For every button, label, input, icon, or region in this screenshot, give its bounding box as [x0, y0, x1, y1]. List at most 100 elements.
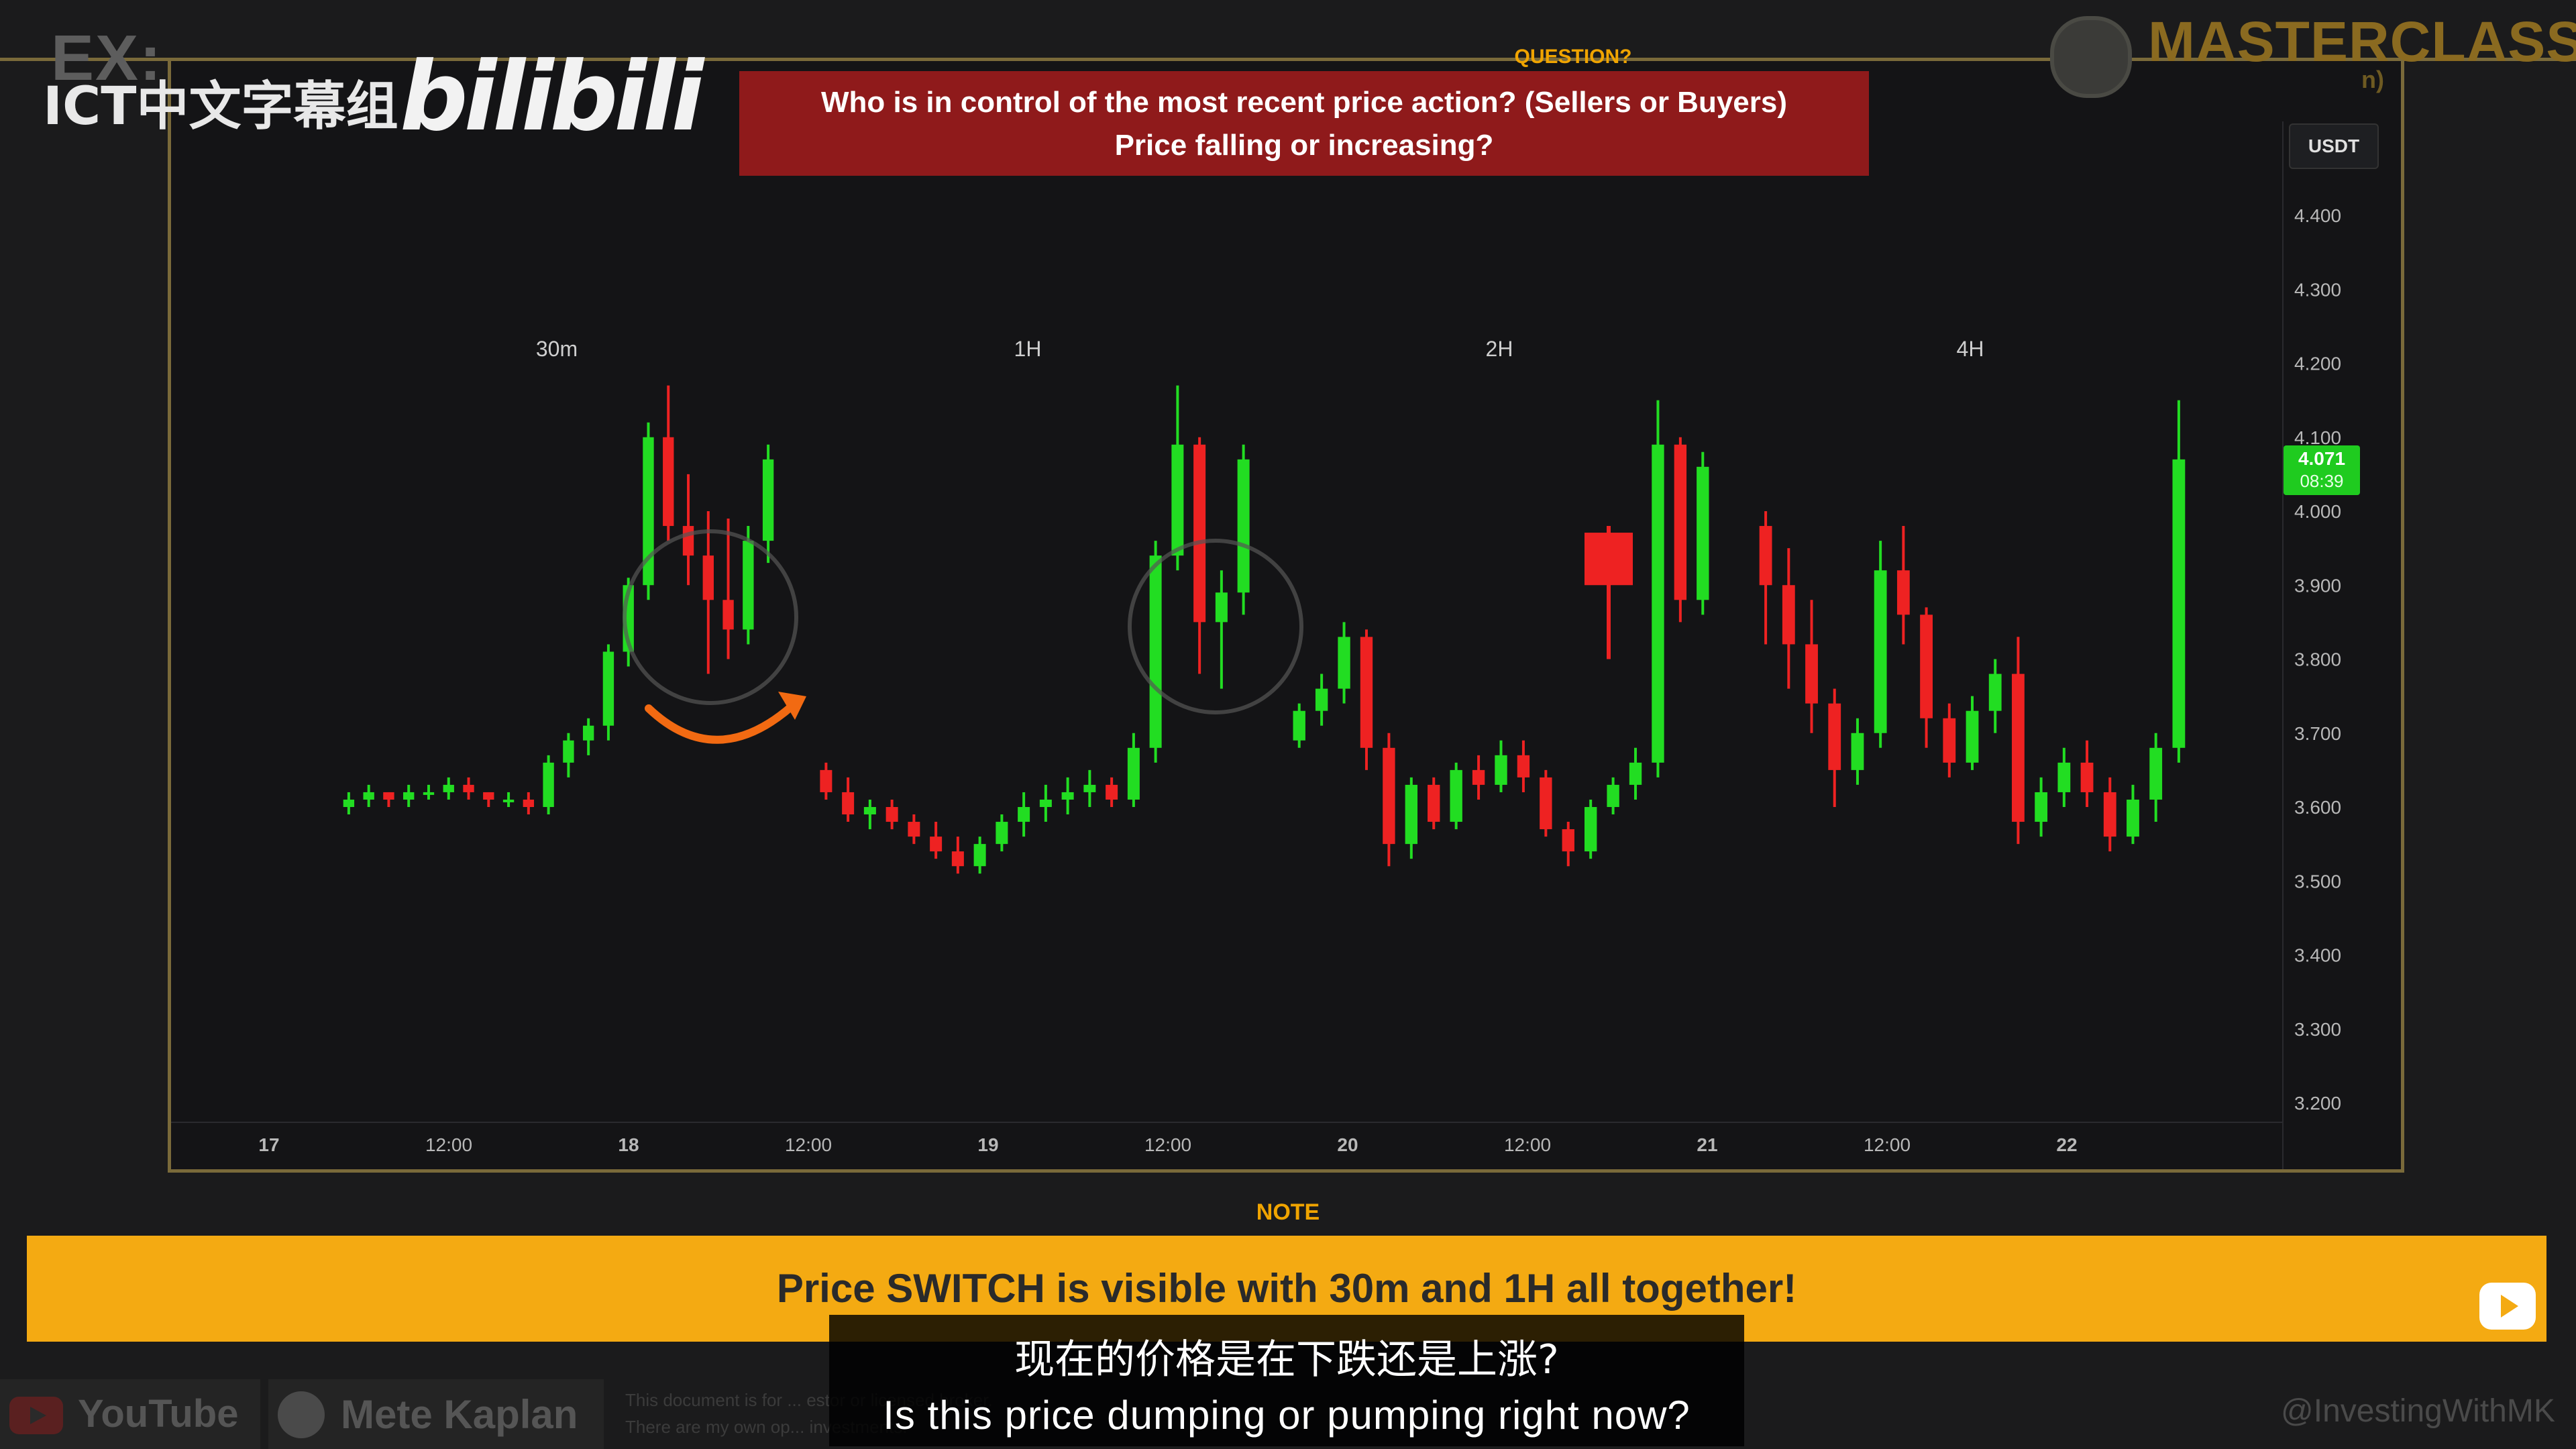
candle-body: [1215, 592, 1228, 623]
candle-body: [908, 822, 920, 837]
candle-body: [1039, 799, 1052, 807]
watermark-ex: EX:: [51, 22, 163, 94]
candle-body: [1171, 444, 1184, 556]
candle-body: [951, 851, 964, 867]
candle-body: [1697, 466, 1709, 600]
candle-body: [2127, 799, 2139, 837]
candle-body: [1061, 792, 1074, 800]
time-tick-label: 20: [1337, 1134, 1358, 1155]
last-price-value: 4.071: [2298, 448, 2346, 469]
time-tick-label: 21: [1697, 1134, 1717, 1155]
candle-body: [423, 792, 435, 795]
candle-body: [762, 459, 774, 541]
price-tick-label: 3.400: [2294, 945, 2341, 966]
candle-body: [563, 740, 574, 763]
candle-body: [1629, 762, 1642, 785]
candle-body: [1237, 459, 1250, 593]
candle-body: [2012, 674, 2025, 822]
currency-badge[interactable]: USDT: [2289, 123, 2379, 169]
candle-body: [1018, 807, 1030, 822]
candles-layer: [343, 385, 2186, 874]
candle-body: [682, 526, 694, 556]
author-avatar-icon: [278, 1391, 325, 1438]
price-tick-label: 3.600: [2294, 797, 2341, 818]
time-tick-label: 12:00: [785, 1134, 832, 1155]
candlestick-chart[interactable]: 4.400 4.300 4.200 4.100 4.000 3.900 3.800 3.700…: [171, 61, 2401, 1169]
candle-body: [1360, 637, 1373, 748]
watermark-subtitle-group: ICT中文字幕组: [43, 76, 398, 137]
timeframe-label: 2H: [1486, 337, 1513, 361]
candle-body: [1495, 755, 1507, 785]
highlight-circle-1h: [1128, 539, 1303, 714]
brand-subtitle: n): [2361, 66, 2384, 93]
candle-body: [663, 437, 674, 527]
candle-body: [820, 769, 833, 792]
candle-body: [1383, 747, 1395, 845]
brand-title: MASTERCLASS: [2148, 10, 2576, 73]
highlight-candle-body: [1585, 533, 1633, 586]
timeframe-label: 1H: [1014, 337, 1042, 361]
question-banner: Who is in control of the most recent pri…: [739, 71, 1869, 176]
candle-body: [842, 792, 855, 815]
candle-body: [1828, 703, 1841, 770]
question-label: QUESTION?: [1514, 46, 1632, 68]
candle-body: [1607, 784, 1619, 807]
price-tick-label: 4.200: [2294, 354, 2341, 374]
time-tick-label: 12:00: [1864, 1134, 1911, 1155]
timeframe-label: 4H: [1957, 337, 1984, 361]
candle-body: [363, 792, 374, 800]
candle-body: [2149, 747, 2163, 800]
candle-body: [1405, 784, 1418, 845]
candle-body: [502, 799, 515, 802]
price-tick-label: 4.100: [2294, 427, 2341, 448]
candle-body: [1193, 444, 1206, 623]
youtube-icon: [9, 1397, 63, 1434]
candle-body: [2035, 792, 2048, 822]
time-tick-label: 12:00: [1144, 1134, 1191, 1155]
play-icon[interactable]: [2479, 1283, 2536, 1330]
candle-body: [443, 784, 454, 792]
candle-body: [403, 792, 415, 800]
subtitle-box: 现在的价格是在下跌还是上涨? Is this price dumping or …: [829, 1315, 1744, 1446]
switch-arrow-head: [778, 692, 806, 720]
candle-body: [1338, 637, 1350, 689]
axes-layer: 4.400 4.300 4.200 4.100 4.000 3.900 3.800 3.700…: [171, 121, 2341, 1169]
price-tick-label: 4.400: [2294, 205, 2341, 226]
candle-body: [523, 799, 535, 807]
candle-body: [1149, 555, 1162, 748]
candle-body: [1450, 769, 1462, 822]
candle-body: [702, 555, 714, 600]
highlight-circle-30m: [623, 529, 798, 705]
candle-body: [582, 725, 594, 741]
note-label: NOTE: [1256, 1199, 1320, 1225]
candle-body: [1293, 710, 1305, 741]
candle-body: [1674, 444, 1687, 600]
candle-body: [1943, 718, 1956, 763]
youtube-label: YouTube: [78, 1392, 239, 1436]
candle-body: [343, 799, 355, 807]
timeframe-label: 30m: [536, 337, 578, 361]
bilibili-logo: bilibili: [400, 42, 704, 152]
candle-body: [1759, 526, 1772, 586]
price-tick-label: 4.300: [2294, 279, 2341, 300]
candle-body: [743, 541, 754, 630]
price-tick-label: 3.800: [2294, 649, 2341, 670]
candle-body: [2172, 459, 2186, 748]
price-tick-label: 3.500: [2294, 871, 2341, 892]
candle-body: [2103, 792, 2116, 837]
candle-body: [1106, 784, 1118, 800]
time-tick-label: 22: [2056, 1134, 2077, 1155]
price-tick-label: 3.700: [2294, 723, 2341, 744]
chart-background: [171, 61, 2401, 1169]
switch-arrow-curve: [645, 702, 796, 744]
candle-body: [1896, 570, 1910, 615]
price-tick-label: 3.200: [2294, 1093, 2341, 1114]
price-tick-label: 3.300: [2294, 1019, 2341, 1040]
candle-body: [1851, 733, 1864, 770]
time-tick-label: 18: [618, 1134, 639, 1155]
price-tick-label: 3.900: [2294, 575, 2341, 596]
question-line-1: Who is in control of the most recent pri…: [820, 86, 1788, 119]
candle-body: [1083, 784, 1096, 792]
price-tick-label: 4.000: [2294, 501, 2341, 522]
time-tick-label: 12:00: [1504, 1134, 1551, 1155]
